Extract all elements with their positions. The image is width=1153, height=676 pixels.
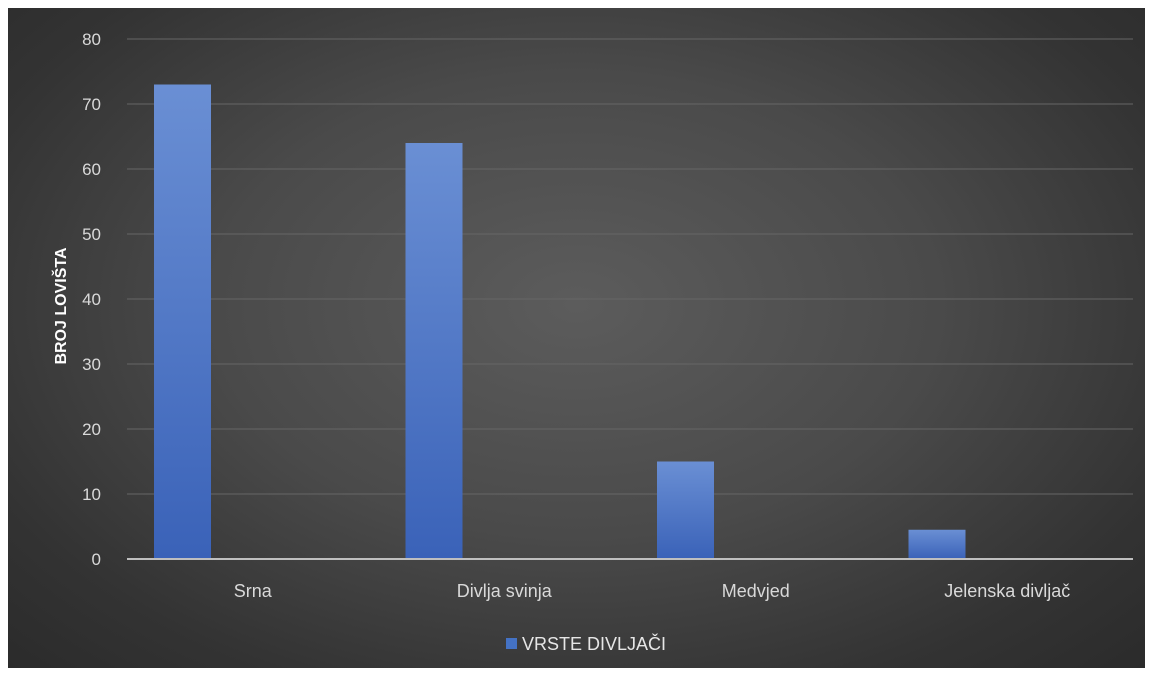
bar bbox=[657, 461, 714, 559]
x-category-label: Divlja svinja bbox=[457, 581, 553, 601]
bar-chart: 0 10 20 30 40 50 60 70 80 Srna Divlja svinja Medvj… bbox=[51, 30, 1133, 654]
y-tick-label: 50 bbox=[82, 225, 101, 244]
x-category-label: Medvjed bbox=[722, 581, 790, 601]
y-tick-label: 80 bbox=[82, 30, 101, 49]
bars bbox=[154, 84, 966, 559]
y-tick-label: 10 bbox=[82, 485, 101, 504]
legend-label: VRSTE DIVLJAČI bbox=[522, 633, 666, 654]
legend-swatch bbox=[506, 638, 517, 649]
y-tick-label: 0 bbox=[92, 550, 101, 569]
bar bbox=[908, 529, 966, 559]
y-tick-label: 70 bbox=[82, 95, 101, 114]
x-category-label: Jelenska divljač bbox=[944, 581, 1070, 601]
y-tick-label: 20 bbox=[82, 420, 101, 439]
y-axis-ticks: 0 10 20 30 40 50 60 70 80 bbox=[82, 30, 101, 569]
y-tick-label: 30 bbox=[82, 355, 101, 374]
x-category-label: Srna bbox=[234, 581, 273, 601]
y-tick-label: 40 bbox=[82, 290, 101, 309]
bar bbox=[154, 84, 211, 559]
x-axis-categories: Srna Divlja svinja Medvjed Jelenska divljač bbox=[234, 581, 1071, 601]
gridlines bbox=[127, 38, 1133, 495]
y-axis-label: BROJ LOVIŠTA bbox=[51, 247, 70, 364]
legend: VRSTE DIVLJAČI bbox=[506, 633, 666, 654]
bar bbox=[405, 143, 463, 559]
y-tick-label: 60 bbox=[82, 160, 101, 179]
chart-area: 0 10 20 30 40 50 60 70 80 Srna Divlja svinja Medvj… bbox=[8, 8, 1145, 668]
